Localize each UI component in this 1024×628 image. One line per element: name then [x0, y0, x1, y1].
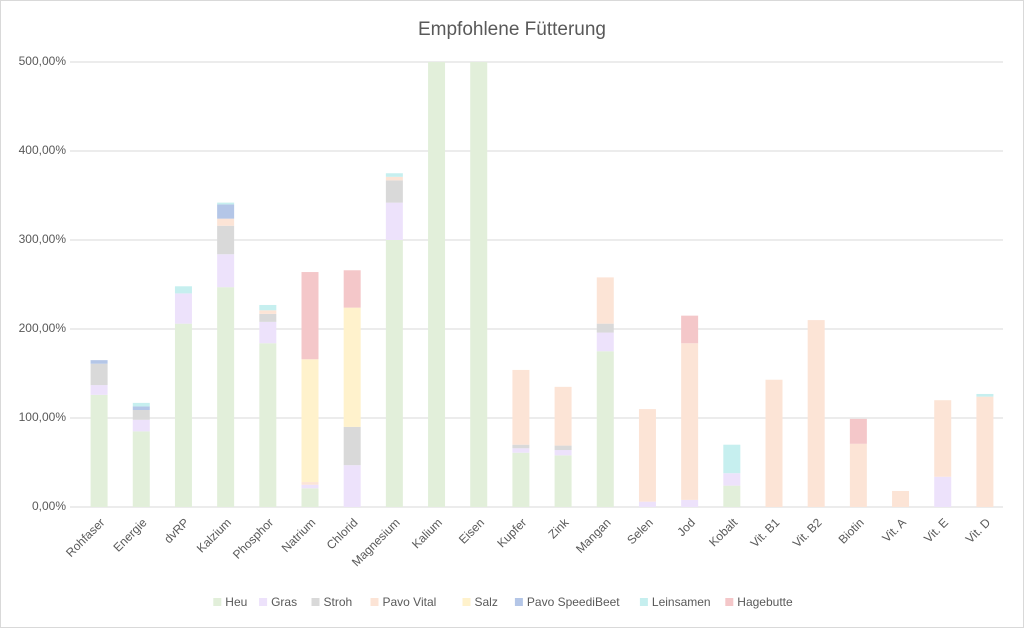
bar-segment	[976, 396, 994, 507]
legend-swatch	[639, 598, 648, 606]
bar-segment	[301, 488, 319, 507]
bar-segment	[217, 225, 235, 255]
bar-segment	[596, 323, 614, 333]
bar-segment	[132, 409, 150, 420]
bar-segment	[807, 320, 825, 507]
bar-segment	[217, 254, 235, 288]
bar-segment	[259, 304, 277, 311]
bar-segment	[849, 418, 867, 444]
bar-segment	[765, 379, 783, 507]
bar-segment	[681, 343, 699, 500]
bar-segment	[512, 444, 530, 449]
bar-segment	[343, 465, 361, 507]
bar-segment	[428, 62, 446, 507]
bar-segment	[90, 394, 108, 507]
bar-segment	[723, 473, 741, 486]
bar-segment	[90, 360, 108, 364]
bar-segment	[174, 323, 192, 507]
bar-segment	[132, 406, 150, 410]
legend-swatch	[213, 598, 222, 606]
bar-segment	[723, 485, 741, 507]
bar-segment	[301, 359, 319, 483]
bar-segment	[259, 310, 277, 314]
y-tick-label: 400,00%	[19, 143, 67, 157]
y-tick-label: 300,00%	[19, 232, 67, 246]
legend-label: Pavo Vital	[383, 595, 437, 609]
bar-segment	[554, 450, 572, 456]
bar-segment	[174, 286, 192, 294]
bar-segment	[132, 419, 150, 432]
bar-segment	[343, 307, 361, 427]
bar-segment	[681, 315, 699, 344]
legend-swatch	[514, 598, 523, 606]
bar-segment	[301, 272, 319, 360]
bar-segment	[976, 393, 994, 397]
bar-segment	[90, 363, 108, 386]
bar-segment	[681, 499, 699, 507]
bar-segment	[849, 443, 867, 507]
bar-segment	[596, 277, 614, 324]
bar-segment	[554, 445, 572, 451]
bar-segment	[343, 426, 361, 466]
legend-label: Heu	[225, 595, 247, 609]
bar-segment	[596, 351, 614, 507]
bar-segment	[723, 444, 741, 474]
bar-segment	[554, 455, 572, 507]
bar-segment	[638, 409, 656, 502]
bar-segment	[132, 431, 150, 507]
bar-segment	[259, 313, 277, 322]
bar-segment	[934, 476, 952, 507]
bar-segment	[512, 369, 530, 445]
y-tick-label: 500,00%	[19, 54, 67, 68]
bar-segment	[385, 173, 403, 177]
bar-segment	[934, 400, 952, 477]
legend-swatch	[370, 598, 379, 606]
legend-swatch	[725, 598, 734, 606]
bar-segment	[512, 448, 530, 453]
bar-segment	[217, 218, 235, 226]
bar-segment	[554, 386, 572, 446]
legend-label: Salz	[475, 595, 498, 609]
bar-segment	[217, 204, 235, 219]
legend-swatch	[311, 598, 320, 606]
bar-segment	[470, 62, 488, 507]
bar-segment	[512, 452, 530, 507]
bar-segment	[385, 240, 403, 507]
legend-label: Leinsamen	[652, 595, 711, 609]
bar-segment	[90, 385, 108, 395]
bar-segment	[343, 270, 361, 308]
bar-segment	[596, 332, 614, 352]
bar-segment	[301, 482, 319, 485]
bar-segment	[385, 180, 403, 203]
legend-label: Pavo SpeediBeet	[527, 595, 620, 609]
bar-segment	[259, 343, 277, 507]
bar-segment	[217, 202, 235, 205]
y-tick-label: 0,00%	[32, 499, 66, 513]
bar-segment	[217, 287, 235, 507]
y-tick-label: 100,00%	[19, 410, 67, 424]
bar-segment	[259, 321, 277, 344]
legend-swatch	[259, 598, 268, 606]
bar-segment	[638, 501, 656, 507]
bar-segment	[301, 484, 319, 489]
legend-label: Gras	[271, 595, 297, 609]
bar-segment	[385, 202, 403, 240]
legend-swatch	[462, 598, 471, 606]
legend-label: Stroh	[324, 595, 353, 609]
bar-segment	[132, 402, 150, 407]
bar-segment	[174, 293, 192, 324]
bar-segment	[385, 176, 403, 181]
chart-title: Empfohlene Fütterung	[418, 19, 606, 40]
bar-segment	[892, 490, 910, 507]
legend-label: Hagebutte	[737, 595, 793, 609]
y-tick-label: 200,00%	[19, 321, 67, 335]
